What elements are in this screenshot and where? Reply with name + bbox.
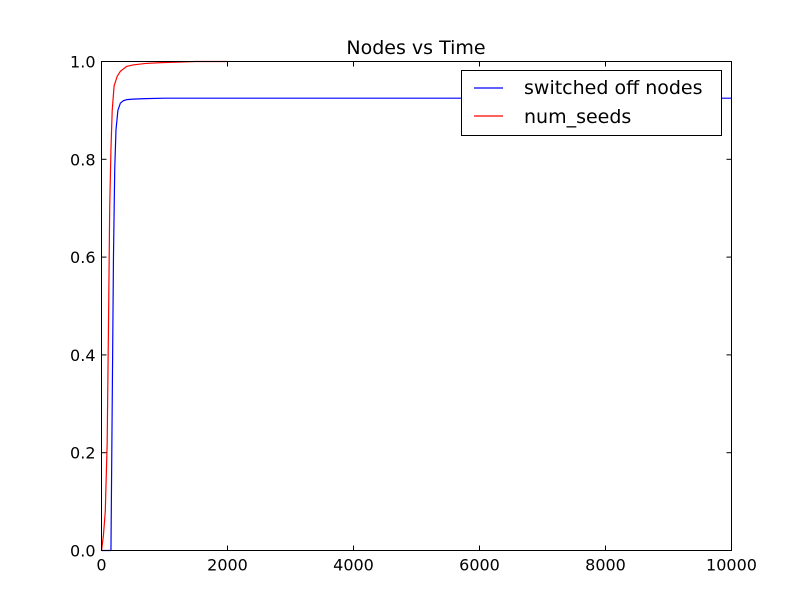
legend-label-num-seeds: num_seeds	[524, 106, 631, 128]
y-tick-label: 0.0	[70, 542, 95, 561]
x-tick-label: 2000	[207, 556, 248, 575]
series-line-switched-off-nodes	[101, 97, 732, 552]
legend-label-switched-off-nodes: switched off nodes	[524, 77, 703, 99]
chart-title: Nodes vs Time	[346, 37, 485, 59]
x-tick-label: 0	[96, 556, 106, 575]
legend: switched off nodes num_seeds	[461, 70, 722, 136]
y-tick-label: 0.4	[70, 346, 95, 365]
series-layer	[100, 60, 732, 552]
x-tick-label: 8000	[585, 556, 626, 575]
x-tick-label: 10000	[706, 556, 757, 575]
y-tick-label: 1.0	[70, 53, 95, 72]
y-tick-label: 0.2	[70, 444, 95, 463]
y-tick-label: 0.8	[70, 150, 95, 169]
x-tick-label: 4000	[333, 556, 374, 575]
x-tick-label: 6000	[459, 556, 500, 575]
y-tick-label: 0.6	[70, 248, 95, 267]
ticks-layer: 0 2000 4000 6000 8000 10000 0.0 0.2 0.4 0.6 0.8 1.0	[70, 53, 757, 575]
series-line-num-seeds	[100, 60, 228, 551]
plot-frame	[101, 61, 732, 551]
legend-box	[461, 70, 722, 136]
